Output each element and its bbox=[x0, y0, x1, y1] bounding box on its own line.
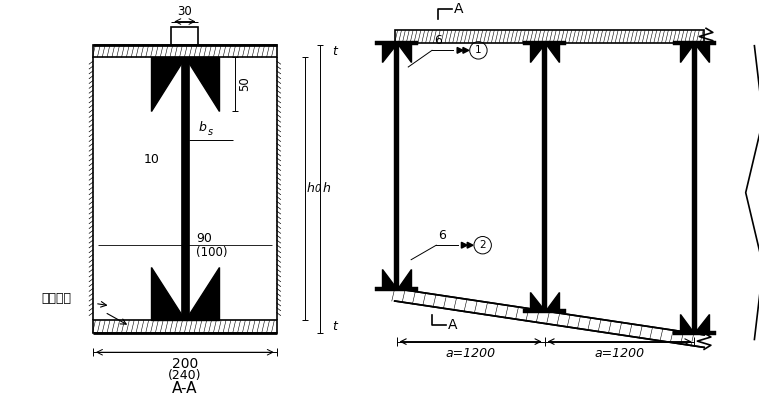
Polygon shape bbox=[397, 269, 411, 289]
Bar bbox=[673, 332, 716, 335]
Polygon shape bbox=[695, 314, 709, 333]
Bar bbox=[523, 309, 566, 313]
Bar bbox=[171, 27, 198, 45]
Text: t: t bbox=[332, 44, 337, 58]
Text: 2: 2 bbox=[479, 240, 486, 250]
Text: A: A bbox=[454, 2, 463, 16]
Polygon shape bbox=[457, 48, 463, 53]
Polygon shape bbox=[544, 292, 559, 311]
Text: 0: 0 bbox=[314, 184, 320, 194]
Polygon shape bbox=[467, 242, 473, 248]
Text: (100): (100) bbox=[197, 246, 228, 259]
Polygon shape bbox=[397, 43, 411, 62]
Text: 200: 200 bbox=[171, 357, 198, 371]
Polygon shape bbox=[530, 292, 544, 311]
Bar bbox=[523, 41, 566, 45]
Bar bbox=[375, 287, 418, 291]
Text: A: A bbox=[448, 318, 457, 332]
Text: 刈平抑紧: 刈平抑紧 bbox=[42, 292, 72, 305]
Text: A-A: A-A bbox=[172, 381, 198, 396]
Bar bbox=[93, 45, 276, 57]
Bar bbox=[93, 320, 276, 333]
Text: t: t bbox=[332, 320, 337, 333]
Text: a=1200: a=1200 bbox=[445, 348, 496, 360]
Bar bbox=[673, 41, 716, 45]
Bar bbox=[692, 43, 697, 333]
Text: 6: 6 bbox=[438, 229, 446, 242]
Polygon shape bbox=[382, 43, 397, 62]
Polygon shape bbox=[680, 43, 695, 62]
Text: 90: 90 bbox=[197, 232, 212, 245]
Polygon shape bbox=[530, 43, 544, 62]
Polygon shape bbox=[394, 288, 704, 348]
Polygon shape bbox=[185, 57, 218, 110]
Bar bbox=[542, 43, 547, 311]
Polygon shape bbox=[151, 267, 185, 320]
Text: 6: 6 bbox=[434, 34, 442, 48]
Text: 10: 10 bbox=[144, 153, 159, 166]
Polygon shape bbox=[463, 48, 469, 53]
Bar bbox=[394, 43, 399, 289]
Text: s: s bbox=[208, 127, 213, 137]
Text: 50: 50 bbox=[238, 76, 251, 91]
Polygon shape bbox=[544, 43, 559, 62]
Text: h: h bbox=[322, 182, 330, 195]
Bar bbox=[181, 57, 189, 320]
Text: a=1200: a=1200 bbox=[594, 348, 645, 360]
Polygon shape bbox=[680, 314, 695, 333]
Text: (240): (240) bbox=[168, 369, 201, 382]
Polygon shape bbox=[185, 267, 218, 320]
Polygon shape bbox=[382, 269, 397, 289]
Text: b: b bbox=[198, 121, 206, 134]
Text: 1: 1 bbox=[475, 45, 482, 55]
Text: h: h bbox=[306, 182, 314, 195]
Bar bbox=[394, 30, 704, 43]
Polygon shape bbox=[462, 242, 467, 248]
Polygon shape bbox=[695, 43, 709, 62]
Polygon shape bbox=[151, 57, 185, 110]
Bar bbox=[375, 41, 418, 45]
Text: 30: 30 bbox=[178, 5, 192, 18]
